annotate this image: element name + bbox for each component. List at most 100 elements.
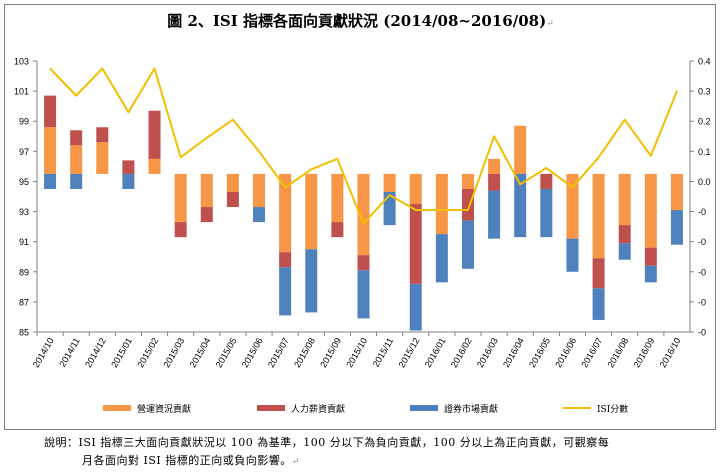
bar-line-chart: 85 87 89 91 93 95 97 99 101 103 0.4 0.3 0.2 0.1 0.0 -0 -… xyxy=(14,57,711,416)
x-tick-label: 2016/06 xyxy=(553,336,578,369)
y-tick-label: 99 xyxy=(19,117,29,127)
isi-point xyxy=(363,223,364,225)
bar-hr xyxy=(409,204,422,284)
y2-tick-label: -0 xyxy=(698,207,706,217)
bar-operations xyxy=(70,145,83,174)
bar-service xyxy=(618,243,631,260)
bar-operations xyxy=(592,173,605,259)
isi-point xyxy=(676,90,678,92)
bar-hr xyxy=(226,191,239,208)
bar-service xyxy=(253,207,266,223)
isi-point xyxy=(545,167,547,169)
chart-note: 說明：ISI 指標三大面向貢獻狀況以 100 為基準，100 分以下為負向貢獻，… xyxy=(44,436,610,467)
bar-operations xyxy=(644,173,657,248)
note-line-2: 月各面向對 ISI 指標的正向或負向影響。 xyxy=(82,454,292,467)
bar-operations xyxy=(200,173,213,208)
legend-swatch-hr xyxy=(257,405,285,411)
y2-tick-label: 0.3 xyxy=(698,87,711,97)
legend-swatch-operations xyxy=(103,405,131,411)
bar-hr xyxy=(461,188,474,221)
bar-operations xyxy=(44,127,57,174)
x-tick-label: 2015/06 xyxy=(240,336,265,369)
isi-point xyxy=(101,68,103,70)
isi-point xyxy=(415,209,417,211)
y-tick-label: 97 xyxy=(19,147,29,157)
x-tick-label: 2016/01 xyxy=(423,336,448,369)
bar-operations xyxy=(566,173,579,239)
bar-hr xyxy=(540,173,553,189)
legend-label-hr: 人力薪資貢獻 xyxy=(291,403,345,415)
y2-tick-label: -0 xyxy=(698,267,706,277)
bar-service xyxy=(488,190,501,239)
bar-operations xyxy=(331,173,344,223)
x-tick-label: 2016/09 xyxy=(632,336,657,369)
bar-service xyxy=(305,249,318,313)
x-tick-label: 2015/12 xyxy=(397,336,422,369)
y2-tick-label: -0 xyxy=(698,237,706,247)
bar-service xyxy=(435,234,448,283)
bar-service xyxy=(670,210,683,245)
bar-service xyxy=(383,191,396,226)
bar-hr xyxy=(174,222,187,238)
isi-point xyxy=(284,186,286,188)
isi-point xyxy=(441,209,443,211)
x-tick-label: 2015/03 xyxy=(161,336,186,369)
bar-operations xyxy=(514,125,527,174)
x-tick-label: 2015/08 xyxy=(292,336,317,369)
bar-service xyxy=(566,238,579,272)
bar-service xyxy=(540,188,553,238)
x-tick-label: 2015/02 xyxy=(135,336,160,369)
bar-service xyxy=(122,173,135,189)
legend-label-service: 證券市場貢獻 xyxy=(444,403,498,415)
isi-point xyxy=(571,186,573,188)
isi-point xyxy=(180,156,182,158)
y2-tick-label: 0.0 xyxy=(698,177,711,187)
x-tick-label: 2015/05 xyxy=(214,336,239,369)
y2-tick-label: 0.4 xyxy=(698,57,711,67)
bar-hr xyxy=(148,110,161,159)
bar-operations xyxy=(226,173,239,192)
isi-point xyxy=(258,150,260,152)
isi-point xyxy=(75,95,77,97)
isi-point xyxy=(493,135,495,137)
x-tick-label: 2014/11 xyxy=(57,336,82,369)
y-tick-label: 85 xyxy=(19,328,29,338)
bar-hr xyxy=(592,258,605,289)
x-tick-label: 2016/10 xyxy=(658,336,683,369)
x-tick-label: 2016/05 xyxy=(527,336,552,369)
isi-point xyxy=(127,111,129,113)
isi-point xyxy=(519,183,521,185)
bar-hr xyxy=(644,247,657,266)
y-tick-label: 89 xyxy=(19,267,29,277)
bar-hr xyxy=(70,130,83,146)
bar-operations xyxy=(488,158,501,174)
bar-hr xyxy=(122,160,135,174)
y-tick-label: 103 xyxy=(14,57,29,67)
x-tick-label: 2015/11 xyxy=(371,336,396,369)
x-tick-label: 2014/10 xyxy=(31,336,56,369)
y2-tick-label: -0 xyxy=(698,328,706,338)
y2-tick-label: 0.1 xyxy=(698,147,711,157)
bar-hr xyxy=(488,173,501,191)
bar-service xyxy=(592,288,605,320)
isi-point xyxy=(389,194,391,196)
y2-tick-label: 0.2 xyxy=(698,117,711,127)
x-tick-label: 2016/02 xyxy=(449,336,474,369)
y-tick-label: 95 xyxy=(19,177,29,187)
isi-point xyxy=(154,68,156,70)
legend-label-operations: 營運資況貢獻 xyxy=(137,403,191,415)
bar-service xyxy=(644,265,657,283)
bar-service xyxy=(279,267,292,316)
y-tick-label: 101 xyxy=(14,87,29,97)
bar-operations xyxy=(357,173,370,256)
bar-operations xyxy=(279,173,292,253)
x-tick-label: 2015/04 xyxy=(188,336,213,369)
isi-point xyxy=(598,156,600,158)
isi-point xyxy=(232,119,234,121)
isi-point xyxy=(624,119,626,121)
chart-frame xyxy=(4,4,716,430)
x-tick-label: 2015/07 xyxy=(266,336,291,369)
isi-point xyxy=(49,68,51,70)
isi-point xyxy=(650,155,652,157)
y-tick-label: 93 xyxy=(19,207,29,217)
